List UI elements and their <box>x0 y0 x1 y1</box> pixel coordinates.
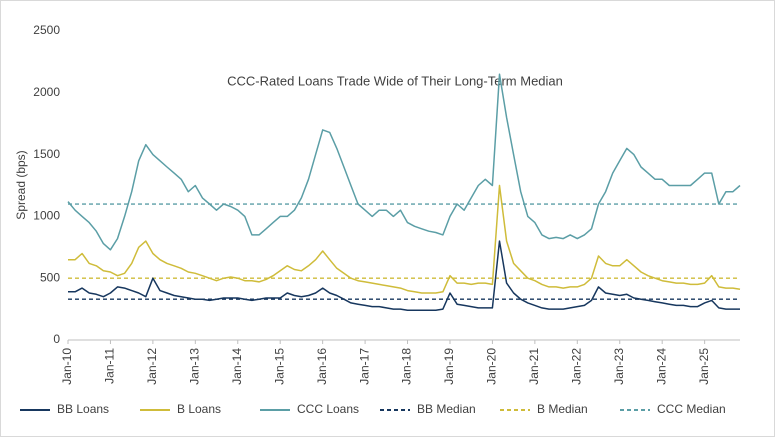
y-tick-label: 0 <box>53 332 60 346</box>
x-tick-label: Jan-10 <box>60 348 74 385</box>
x-tick-label: Jan-18 <box>400 348 414 385</box>
legend-label: BB Median <box>417 402 476 416</box>
series-line <box>68 184 741 294</box>
chart-title: CCC-Rated Loans Trade Wide of Their Long… <box>227 73 563 88</box>
y-tick-label: 2500 <box>33 23 60 37</box>
x-tick-label: Jan-23 <box>612 348 626 385</box>
x-tick-label: Jan-20 <box>485 348 499 385</box>
x-tick-label: Jan-14 <box>230 348 244 385</box>
x-tick-label: Jan-15 <box>272 348 286 385</box>
legend-label: CCC Loans <box>297 402 359 416</box>
y-tick-label: 2000 <box>33 85 60 99</box>
series-line <box>68 240 740 312</box>
x-tick-label: Jan-25 <box>697 348 711 385</box>
legend-label: B Loans <box>177 402 221 416</box>
x-tick-label: Jan-17 <box>357 348 371 385</box>
legend-label: CCC Median <box>657 402 726 416</box>
x-tick-label: Jan-24 <box>654 348 668 385</box>
x-tick-label: Jan-19 <box>442 348 456 385</box>
x-tick-label: Jan-21 <box>527 348 541 385</box>
legend-label: BB Loans <box>57 402 109 416</box>
x-tick-label: Jan-12 <box>145 348 159 385</box>
y-tick-label: 1500 <box>33 147 60 161</box>
series-line <box>67 73 741 251</box>
legend-label: B Median <box>537 402 588 416</box>
y-tick-label: 1000 <box>33 209 60 223</box>
y-tick-label: 500 <box>40 270 60 284</box>
x-tick-label: Jan-11 <box>103 348 117 384</box>
y-axis-label: Spread (bps) <box>14 150 28 219</box>
x-tick-label: Jan-13 <box>187 348 201 385</box>
x-tick-label: Jan-16 <box>315 348 329 385</box>
x-tick-label: Jan-22 <box>569 348 583 385</box>
